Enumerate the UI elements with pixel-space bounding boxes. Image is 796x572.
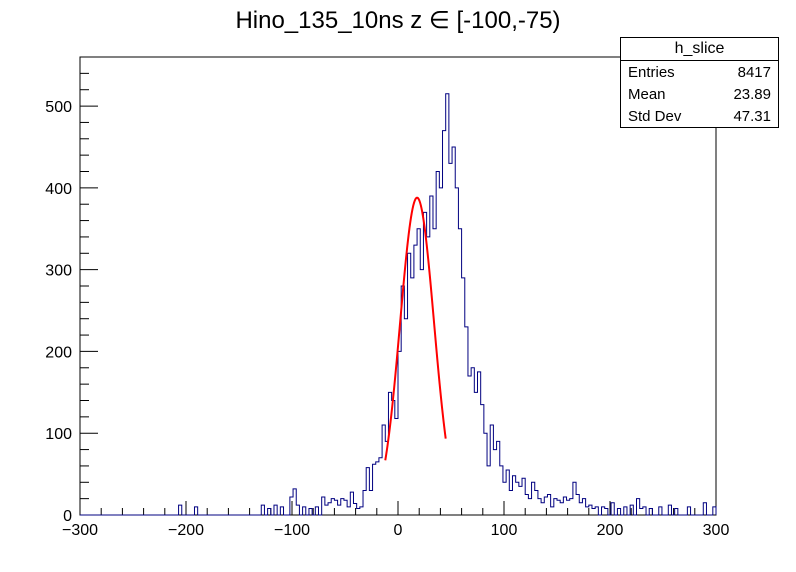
histogram-bins <box>179 94 716 515</box>
histogram-bin <box>449 163 452 515</box>
stats-value: 23.89 <box>733 86 771 103</box>
stats-row-mean: Mean 23.89 <box>621 83 778 105</box>
stats-value: 47.31 <box>733 108 771 125</box>
histogram-bin <box>369 490 372 515</box>
histogram-bin <box>404 319 407 515</box>
histogram-bin <box>519 486 522 515</box>
x-tick-label: 300 <box>703 522 730 539</box>
y-tick-label: 100 <box>45 426 72 443</box>
stats-row-stddev: Std Dev 47.31 <box>621 105 778 127</box>
histogram-bin <box>579 503 582 515</box>
stats-value: 8417 <box>737 64 771 81</box>
histogram-bin <box>414 245 417 515</box>
histogram-bin <box>430 196 433 515</box>
x-axis: −300 −200 −100 0 100 200 300 <box>62 501 729 539</box>
histogram-bin <box>592 508 595 515</box>
histogram-bin <box>433 229 436 515</box>
histogram-bin <box>325 505 328 515</box>
histogram-bin <box>338 505 341 515</box>
gaussian-fit-line <box>384 196 447 461</box>
stats-box: h_slice Entries 8417 Mean 23.89 Std Dev … <box>620 37 779 128</box>
histogram-bin <box>379 458 382 515</box>
histogram-bin <box>509 490 512 515</box>
x-tick-label: −200 <box>168 522 204 539</box>
histogram-bin <box>570 499 573 515</box>
stats-box-name: h_slice <box>621 38 778 61</box>
histogram-bin <box>376 462 379 515</box>
histogram-bin <box>528 499 531 515</box>
chart-title: Hino_135_10ns z ∈ [-100,-75) <box>235 7 561 34</box>
histogram-bin <box>567 500 570 515</box>
histogram-bin <box>357 508 360 515</box>
histogram-outline <box>80 93 717 516</box>
histogram-bin <box>503 482 506 515</box>
y-tick-label: 500 <box>45 99 72 116</box>
stats-label: Entries <box>628 64 675 81</box>
histogram-bin <box>417 229 420 515</box>
histogram-bin <box>347 507 350 515</box>
histogram-bin <box>487 466 490 515</box>
histogram-bin <box>551 507 554 515</box>
stats-label: Mean <box>628 86 666 103</box>
y-tick-label: 200 <box>45 344 72 361</box>
histogram-bin <box>395 418 398 515</box>
histogram-bin <box>439 188 442 515</box>
x-tick-label: 100 <box>491 522 518 539</box>
histogram-bin <box>411 278 414 515</box>
y-axis: 0 100 200 300 400 500 <box>45 56 98 525</box>
histogram-bin <box>452 147 455 515</box>
histogram-bin <box>516 482 519 515</box>
histogram-bin <box>493 450 496 515</box>
x-tick-label: 200 <box>597 522 624 539</box>
stats-label: Std Dev <box>628 108 682 125</box>
histogram-bin <box>560 503 563 515</box>
y-tick-label: 400 <box>45 181 72 198</box>
y-tick-label: 0 <box>63 508 72 525</box>
stats-row-entries: Entries 8417 <box>621 61 778 83</box>
x-tick-label: −100 <box>274 522 310 539</box>
histogram-bin <box>468 376 471 515</box>
histogram-bin <box>455 188 458 515</box>
x-tick-label: −300 <box>62 522 98 539</box>
histogram-bin <box>640 508 643 515</box>
histogram-bin <box>474 392 477 515</box>
histogram-bin <box>541 503 544 515</box>
histogram-bin <box>420 270 423 515</box>
x-tick-label: 0 <box>394 522 403 539</box>
y-tick-label: 300 <box>45 263 72 280</box>
